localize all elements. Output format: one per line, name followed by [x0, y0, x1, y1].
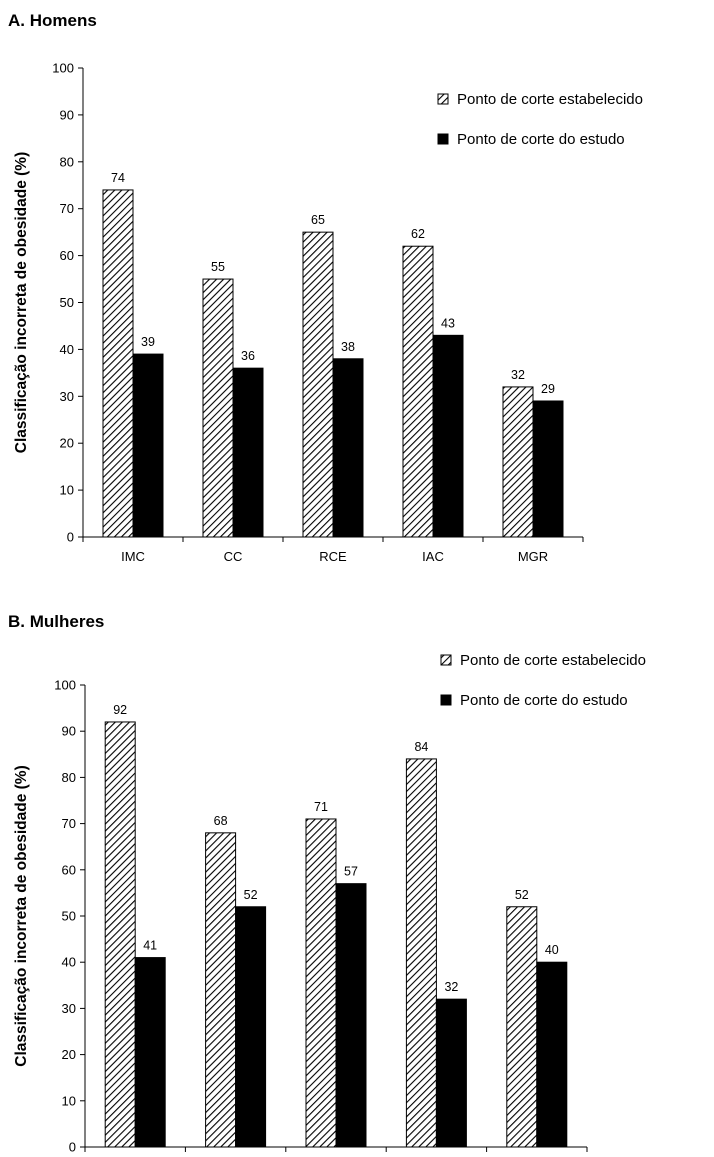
x-tick-label-mgr: MGR — [518, 549, 548, 564]
x-tick-label-rce: RCE — [319, 549, 347, 564]
y-tick-label: 80 — [60, 154, 74, 169]
data-label: 55 — [211, 260, 225, 274]
y-tick-label: 100 — [54, 678, 76, 693]
data-label: 68 — [214, 814, 228, 828]
bar-estudo-iac — [435, 998, 467, 1148]
chart-panel-mulheres: B. Mulheres 0 10 20 30 40 50 60 70 80 90 100 Classi… — [0, 575, 714, 1157]
bar-estabelecido-imc — [104, 721, 136, 1148]
legend-label-estudo: Ponto de corte do estudo — [460, 692, 628, 709]
y-axis-title: Classificação incorreta de obesidade (%) — [13, 152, 30, 454]
bar-estabelecido-rce — [302, 231, 334, 538]
y-tick-label: 60 — [60, 248, 74, 263]
chart-title: A. Homens — [8, 11, 97, 30]
bar-estabelecido-mgr — [506, 906, 538, 1148]
y-tick-label: 0 — [69, 1140, 76, 1155]
data-label: 65 — [311, 213, 325, 227]
data-label: 40 — [545, 943, 559, 957]
y-tick-label: 30 — [62, 1001, 76, 1016]
y-tick-label: 50 — [60, 295, 74, 310]
data-label: 74 — [111, 171, 125, 185]
data-label: 92 — [113, 703, 127, 717]
y-tick-label: 10 — [62, 1093, 76, 1108]
data-label: 41 — [143, 939, 157, 953]
x-tick-label-iac: IAC — [422, 549, 444, 564]
bar-estudo-iac — [432, 334, 464, 538]
bar-estabelecido-cc — [202, 278, 234, 538]
y-tick-label: 10 — [60, 483, 74, 498]
legend-label-estabelecido: Ponto de corte estabelecido — [460, 652, 646, 669]
data-label: 71 — [314, 800, 328, 814]
legend-swatch-estabelecido — [440, 654, 452, 666]
data-label: 36 — [241, 349, 255, 363]
legend-label-estudo: Ponto de corte do estudo — [457, 131, 625, 148]
chart-panel-homens: A. Homens 0 10 20 30 40 50 60 70 80 90 100 Classifi… — [8, 11, 643, 564]
bar-estabelecido-iac — [405, 758, 437, 1148]
bar-estudo-rce — [332, 358, 364, 538]
y-tick-label: 90 — [62, 724, 76, 739]
bar-estabelecido-mgr — [502, 386, 534, 538]
y-tick-label: 70 — [62, 816, 76, 831]
y-tick-label: 50 — [62, 909, 76, 924]
y-tick-label: 30 — [60, 389, 74, 404]
bar-estudo-cc — [235, 906, 267, 1148]
y-tick-label: 90 — [60, 107, 74, 122]
data-label: 52 — [244, 888, 258, 902]
bar-estudo-imc — [132, 353, 164, 538]
data-label: 62 — [411, 227, 425, 241]
legend-swatch-estudo — [440, 694, 452, 706]
x-tick-label-cc: CC — [224, 549, 243, 564]
bar-chart-mulheres: B. Mulheres 0 10 20 30 40 50 60 70 80 90 100 Classi… — [8, 612, 646, 1155]
data-label: 29 — [541, 382, 555, 396]
legend-label-estabelecido: Ponto de corte estabelecido — [457, 91, 643, 108]
bar-estudo-imc — [134, 957, 166, 1148]
bar-estudo-mgr — [532, 400, 564, 538]
y-tick-label: 100 — [52, 61, 74, 76]
bar-estabelecido-rce — [305, 818, 337, 1148]
bar-estudo-rce — [335, 883, 367, 1148]
data-label: 52 — [515, 888, 529, 902]
data-label: 57 — [344, 865, 358, 879]
x-tick-label-imc: IMC — [121, 549, 145, 564]
bar-chart-homens: A. Homens 0 10 20 30 40 50 60 70 80 90 100 Classifi… — [8, 11, 643, 564]
bar-estudo-mgr — [536, 961, 568, 1148]
data-label: 84 — [414, 740, 428, 754]
data-label: 38 — [341, 340, 355, 354]
y-tick-label: 0 — [67, 530, 74, 545]
data-label: 32 — [444, 980, 458, 994]
bar-estudo-cc — [232, 367, 264, 538]
chart-title: B. Mulheres — [8, 612, 104, 631]
y-tick-label: 40 — [62, 955, 76, 970]
y-axis-title: Classificação incorreta de obesidade (%) — [13, 765, 30, 1067]
data-label: 32 — [511, 368, 525, 382]
legend-swatch-estudo — [437, 133, 449, 145]
y-tick-label: 20 — [62, 1047, 76, 1062]
y-tick-label: 80 — [62, 770, 76, 785]
bar-estabelecido-iac — [402, 245, 434, 538]
y-tick-label: 60 — [62, 862, 76, 877]
y-tick-label: 70 — [60, 201, 74, 216]
y-tick-label: 40 — [60, 342, 74, 357]
y-tick-label: 20 — [60, 436, 74, 451]
bar-estabelecido-cc — [205, 832, 237, 1148]
data-label: 39 — [141, 335, 155, 349]
bar-estabelecido-imc — [102, 189, 134, 538]
legend-swatch-estabelecido — [437, 93, 449, 105]
data-label: 43 — [441, 316, 455, 330]
